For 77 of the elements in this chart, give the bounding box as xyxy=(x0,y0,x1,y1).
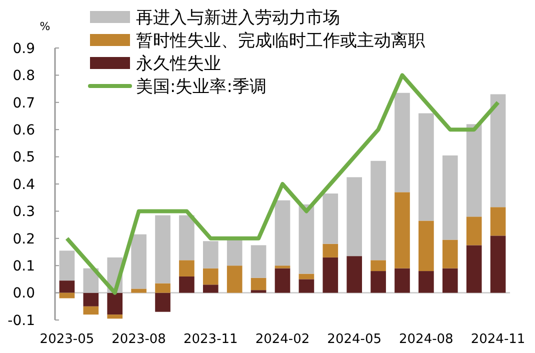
bar xyxy=(490,94,506,208)
bar xyxy=(155,215,170,284)
y-tick-label: 0.7 xyxy=(12,95,35,112)
bar xyxy=(418,113,434,221)
x-tick-label: 2024-05 xyxy=(327,332,382,347)
bar xyxy=(131,234,146,289)
bar xyxy=(131,288,146,293)
bar xyxy=(250,245,266,278)
bar xyxy=(298,204,314,274)
line-series xyxy=(64,73,500,295)
bar xyxy=(59,280,75,293)
y-axis-title: % xyxy=(40,20,50,33)
bar xyxy=(466,124,482,217)
legend-label: 再进入与新进入劳动力市场 xyxy=(136,8,340,28)
bar xyxy=(418,271,434,293)
bar xyxy=(490,236,506,293)
bar xyxy=(226,266,242,293)
bar xyxy=(346,177,362,256)
bar xyxy=(83,268,99,293)
bar xyxy=(202,241,218,268)
y-tick-label: 0.0 xyxy=(12,286,35,302)
y-tick-label: 0.1 xyxy=(12,258,35,274)
y-tick-label: 0.9 xyxy=(12,40,35,57)
bar xyxy=(107,314,123,319)
x-tick-label: 2023-08 xyxy=(112,332,166,347)
y-tick-label: 0.8 xyxy=(12,68,35,84)
bar xyxy=(202,268,218,285)
bar xyxy=(394,92,410,192)
bar xyxy=(370,160,386,260)
bar xyxy=(442,240,458,268)
bar xyxy=(370,271,386,293)
bar xyxy=(466,216,482,246)
y-tick-label: 0.4 xyxy=(12,176,36,193)
bar xyxy=(370,260,386,272)
x-tick-label: 2024-08 xyxy=(399,332,454,347)
bar xyxy=(179,260,194,276)
bar xyxy=(394,192,410,268)
bar xyxy=(322,257,338,293)
bar xyxy=(418,220,434,272)
bar xyxy=(322,244,338,258)
bar xyxy=(274,200,290,266)
x-tick-label: 2023-11 xyxy=(183,332,238,347)
bar xyxy=(155,292,170,312)
bar xyxy=(394,268,410,293)
bar xyxy=(346,256,362,293)
bar xyxy=(298,274,314,280)
bar xyxy=(442,268,458,293)
bar xyxy=(250,278,266,290)
bar xyxy=(59,250,75,281)
bar xyxy=(83,306,99,315)
y-tick-label: 0.2 xyxy=(12,231,35,248)
y-tick-label: -0.1 xyxy=(8,312,35,329)
bar xyxy=(322,194,338,244)
bar xyxy=(179,215,194,260)
bar xyxy=(226,240,242,266)
bar xyxy=(83,292,99,306)
bar xyxy=(59,292,75,298)
legend-label: 美国:失业率:季调 xyxy=(136,76,266,97)
bar xyxy=(155,283,170,293)
bar xyxy=(442,155,458,240)
x-tick-label: 2024-11 xyxy=(470,332,526,347)
y-tick-label: 0.5 xyxy=(12,150,35,166)
bar xyxy=(274,266,290,268)
legend-label: 暂时性失业、完成临时工作或主动离职 xyxy=(136,30,425,51)
legend-label: 永久性失业 xyxy=(136,54,221,74)
bar xyxy=(274,268,290,293)
bar xyxy=(298,279,314,293)
bar xyxy=(107,292,123,315)
bar xyxy=(466,245,482,293)
bar xyxy=(490,207,506,236)
x-tick-label: 2023-05 xyxy=(40,332,94,347)
y-tick-label: 0.6 xyxy=(12,122,36,138)
bar xyxy=(179,276,194,293)
y-tick-label: 0.3 xyxy=(12,204,35,220)
bar xyxy=(250,290,266,293)
x-tick-label: 2024-02 xyxy=(255,332,310,347)
bar xyxy=(202,284,218,293)
